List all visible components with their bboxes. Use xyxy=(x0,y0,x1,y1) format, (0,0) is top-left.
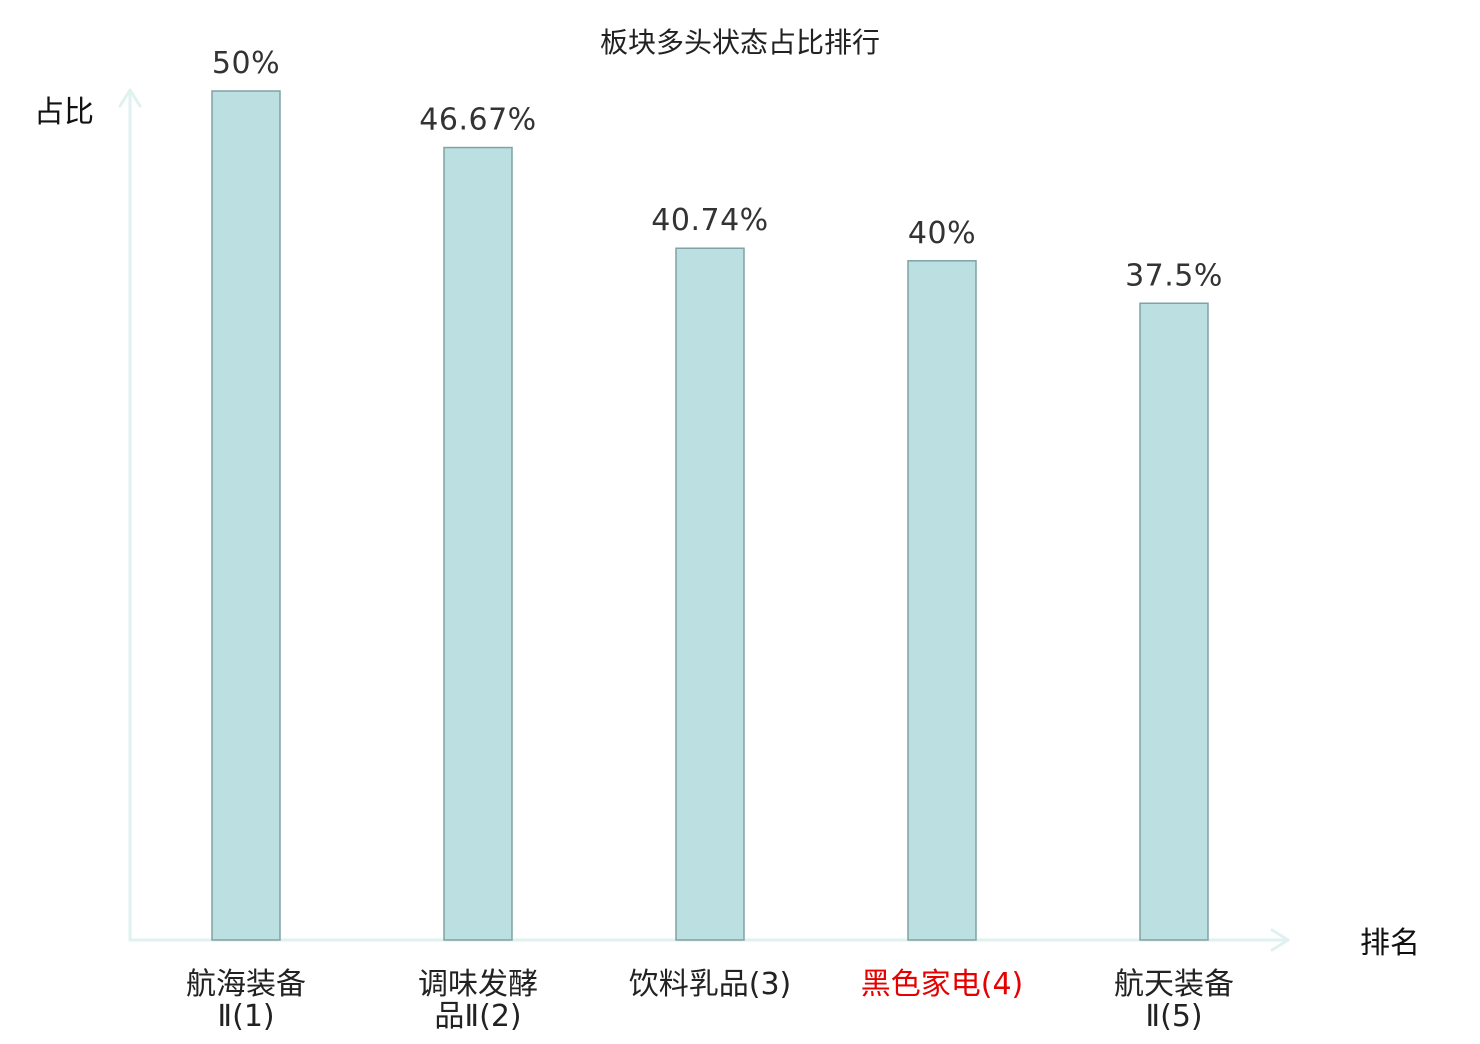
category-label-5-line-1: 航天装备 xyxy=(1114,967,1234,1002)
y-axis-arrowhead xyxy=(118,88,142,108)
bar-1-value-label: 50% xyxy=(212,46,280,81)
bar-4 xyxy=(907,260,977,941)
x-axis-title: 排名 xyxy=(1360,926,1420,961)
category-labels: 航海装备 Ⅱ(1) 调味发酵品Ⅱ(2) 饮料乳品(3) 黑色家电(4) 航天装备 Ⅱ(5) xyxy=(186,967,1234,1034)
y-axis-title: 占比 xyxy=(34,95,94,130)
category-label-5: 航天装备 Ⅱ(5) xyxy=(1114,967,1234,1034)
x-axis-arrowhead xyxy=(1270,928,1290,952)
bar-4-value-label: 40% xyxy=(908,216,976,251)
category-label-1: 航海装备 Ⅱ(1) xyxy=(186,967,306,1034)
bar-1 xyxy=(211,90,281,941)
category-label-1-line-2: Ⅱ(1) xyxy=(217,999,274,1034)
bar-2-value-label: 46.67% xyxy=(419,103,536,138)
chart-title: 板块多头状态占比排行 xyxy=(600,26,880,59)
bar-3-value-label: 40.74% xyxy=(651,203,768,238)
category-label-3-line-1: 饮料乳品(3) xyxy=(629,967,792,1002)
category-label-1-line-1: 航海装备 xyxy=(186,967,306,1002)
bar-5 xyxy=(1139,302,1209,941)
category-label-2-line-1: 调味发酵 xyxy=(418,967,538,1002)
value-labels: 50% 46.67% 40.74% 40% 37.5% xyxy=(212,46,1223,293)
category-label-2-line-2: 品Ⅱ(2) xyxy=(434,999,521,1034)
category-label-2: 调味发酵品Ⅱ(2) xyxy=(418,967,538,1034)
bar-3 xyxy=(675,247,745,941)
bar-5-value-label: 37.5% xyxy=(1125,258,1223,293)
bar-2 xyxy=(443,146,513,941)
category-label-3: 饮料乳品(3) xyxy=(629,967,792,1002)
category-label-4-line-1: 黑色家电(4) xyxy=(861,967,1024,1002)
category-label-5-line-2: Ⅱ(5) xyxy=(1145,999,1202,1034)
category-label-4: 黑色家电(4) xyxy=(861,967,1024,1002)
bars xyxy=(211,90,1209,941)
